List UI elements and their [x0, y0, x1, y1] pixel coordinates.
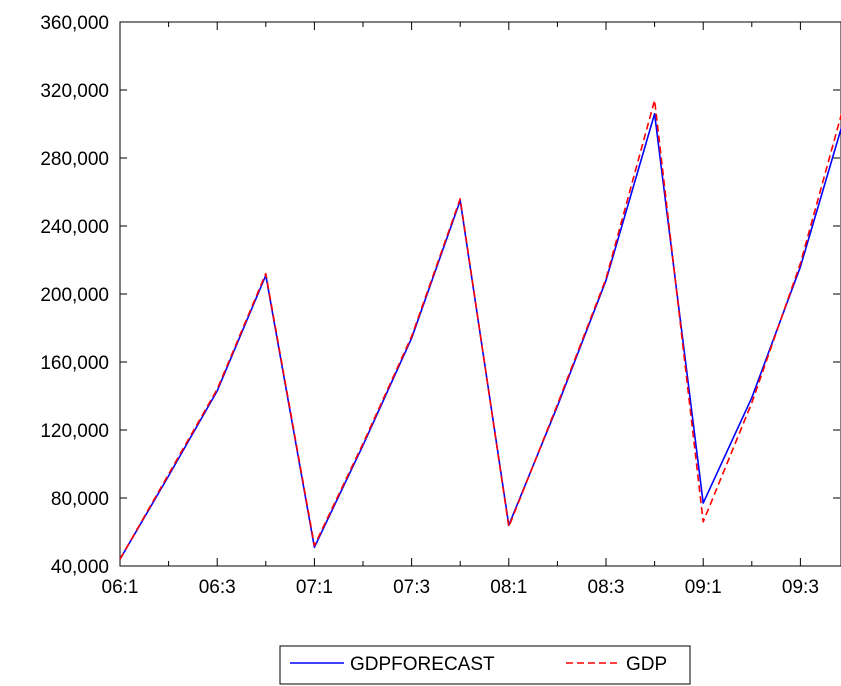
y-tick-label: 80,000: [51, 489, 109, 510]
x-tick-label: 07:1: [296, 577, 333, 598]
y-tick-label: 200,000: [40, 285, 109, 306]
x-tick-label: 06:1: [102, 577, 139, 598]
y-tick-label: 360,000: [40, 13, 109, 34]
plot-area: [119, 21, 841, 567]
x-axis: 06:1 06:3 07:1 07:3 08:1 08:3 09:1 09:3: [102, 22, 819, 598]
y-axis: 40,000 80,000 120,000 160,000 200,000 240,000…: [40, 13, 840, 578]
y-tick-label: 160,000: [40, 353, 109, 374]
plot-frame: [119, 21, 841, 567]
x-tick-label: 09:3: [782, 577, 819, 598]
y-tick-label: 240,000: [40, 217, 109, 238]
x-tick-label: 09:1: [685, 577, 722, 598]
x-tick-label: 08:1: [490, 577, 527, 598]
series-lines: [119, 99, 841, 560]
legend-box: [279, 645, 691, 685]
y-tick-label: 320,000: [40, 81, 109, 102]
x-tick-label: 07:3: [393, 577, 430, 598]
series-line-gdp: [119, 99, 841, 560]
y-tick-label: 120,000: [40, 421, 109, 442]
x-tick-label: 08:3: [588, 577, 625, 598]
legend-label-gdpforecast: GDPFORECAST: [350, 654, 495, 675]
y-tick-label: 40,000: [51, 557, 109, 578]
legend: GDPFORECAST GDP: [279, 645, 691, 685]
series-line-gdpforecast: [119, 113, 841, 560]
legend-label-gdp: GDP: [626, 654, 667, 675]
x-tick-label: 06:3: [199, 577, 236, 598]
y-tick-label: 280,000: [40, 149, 109, 170]
